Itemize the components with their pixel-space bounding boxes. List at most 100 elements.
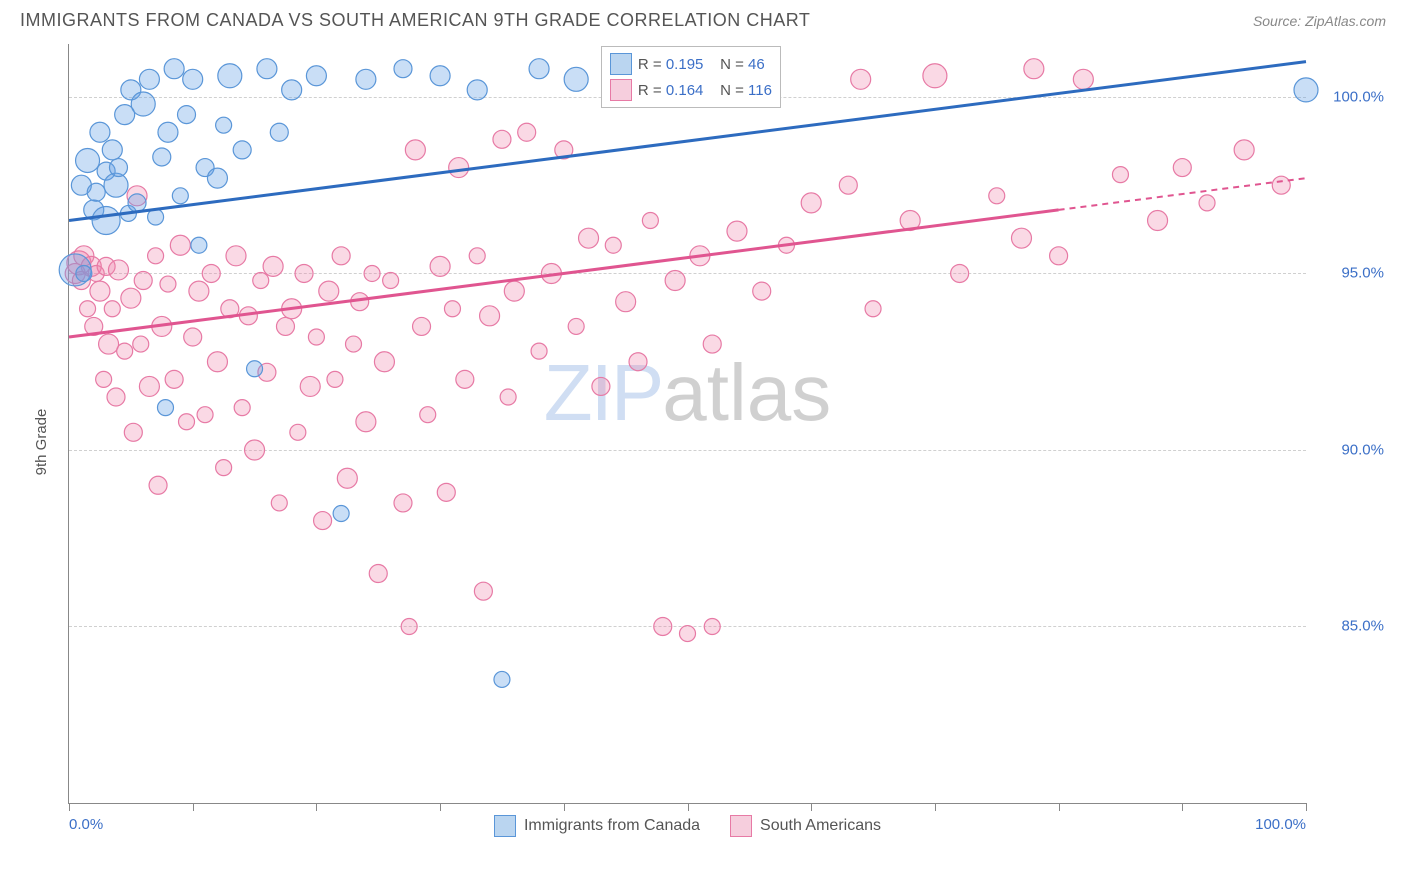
data-point (500, 389, 516, 405)
data-point (518, 123, 536, 141)
southam-n-value: 116 (748, 82, 772, 99)
plot-region: ZIPatlas 85.0%90.0%95.0%100.0% 0.0%100.0… (68, 44, 1306, 804)
data-point (383, 273, 399, 289)
n-label: N = (720, 56, 744, 73)
data-point (430, 256, 450, 276)
data-point (1050, 247, 1068, 265)
data-point (753, 282, 771, 300)
data-point (401, 618, 417, 634)
data-point (1073, 69, 1093, 89)
data-point (493, 130, 511, 148)
data-point (568, 318, 584, 334)
data-point (579, 228, 599, 248)
data-point (164, 59, 184, 79)
x-tick (1182, 803, 1183, 811)
data-point (394, 494, 412, 512)
data-point (332, 247, 350, 265)
data-point (851, 69, 871, 89)
data-point (191, 237, 207, 253)
data-point (704, 618, 720, 634)
data-point (616, 292, 636, 312)
r-label-2: R = (638, 82, 662, 99)
data-point (282, 80, 302, 100)
x-tick (564, 803, 565, 811)
data-point (139, 376, 159, 396)
data-point (1234, 140, 1254, 160)
data-point (1148, 211, 1168, 231)
data-point (104, 301, 120, 317)
y-tick-label: 100.0% (1314, 88, 1384, 105)
y-tick-label: 95.0% (1314, 265, 1384, 282)
data-point (128, 194, 146, 212)
data-point (184, 328, 202, 346)
canada-n-value: 46 (748, 56, 765, 73)
data-point (467, 80, 487, 100)
data-point (153, 148, 171, 166)
data-point (109, 159, 127, 177)
data-point (160, 276, 176, 292)
data-point (923, 64, 947, 88)
data-point (1112, 167, 1128, 183)
data-point (1011, 228, 1031, 248)
data-point (394, 60, 412, 78)
legend-swatch-southam (730, 815, 752, 837)
data-point (642, 213, 658, 229)
legend-label-southam: South Americans (760, 817, 881, 835)
data-point (703, 335, 721, 353)
data-point (178, 106, 196, 124)
data-point (170, 235, 190, 255)
legend-item-southam: South Americans (730, 815, 881, 837)
data-point (306, 66, 326, 86)
data-point (369, 565, 387, 583)
data-point (319, 281, 339, 301)
y-tick-label: 85.0% (1314, 618, 1384, 635)
data-point (96, 371, 112, 387)
data-point (480, 306, 500, 326)
data-point (529, 59, 549, 79)
data-point (374, 352, 394, 372)
data-point (531, 343, 547, 359)
trendline-extrapolated (1059, 178, 1306, 210)
data-point (1272, 176, 1290, 194)
data-point (124, 423, 142, 441)
data-point (420, 407, 436, 423)
data-point (253, 273, 269, 289)
y-axis-label: 9th Grade (33, 409, 50, 476)
data-point (172, 188, 188, 204)
x-tick (316, 803, 317, 811)
chart-area: 9th Grade ZIPatlas 85.0%90.0%95.0%100.0%… (50, 44, 1388, 840)
data-point (654, 617, 672, 635)
data-point (133, 336, 149, 352)
stat-legend-row-southam: R = 0.164 N = 116 (610, 77, 772, 103)
data-point (107, 388, 125, 406)
data-point (90, 122, 110, 142)
data-point (456, 370, 474, 388)
data-point (216, 117, 232, 133)
data-point (290, 424, 306, 440)
data-point (102, 140, 122, 160)
x-tick (1059, 803, 1060, 811)
chart-title: IMMIGRANTS FROM CANADA VS SOUTH AMERICAN… (20, 10, 810, 31)
data-point (801, 193, 821, 213)
data-point (87, 183, 105, 201)
data-point (300, 376, 320, 396)
data-point (629, 353, 647, 371)
stat-legend-row-canada: R = 0.195 N = 46 (610, 51, 772, 77)
data-point (202, 264, 220, 282)
x-tick (688, 803, 689, 811)
data-point (951, 264, 969, 282)
data-point (839, 176, 857, 194)
data-point (149, 476, 167, 494)
y-tick-label: 90.0% (1314, 441, 1384, 458)
data-point (92, 207, 120, 235)
data-point (356, 69, 376, 89)
data-point (327, 371, 343, 387)
data-point (207, 352, 227, 372)
data-point (564, 67, 588, 91)
data-point (1294, 78, 1318, 102)
data-point (295, 264, 313, 282)
r-label: R = (638, 56, 662, 73)
data-point (99, 334, 119, 354)
data-point (134, 272, 152, 290)
data-point (189, 281, 209, 301)
